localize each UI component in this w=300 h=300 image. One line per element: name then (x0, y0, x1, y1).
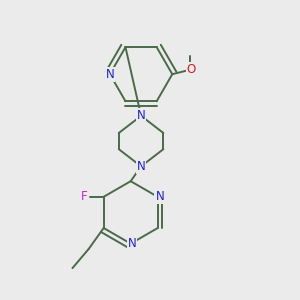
Text: N: N (155, 190, 164, 203)
Text: N: N (128, 237, 136, 250)
Text: O: O (187, 63, 196, 76)
Text: N: N (137, 109, 146, 122)
Text: F: F (81, 190, 88, 203)
Text: N: N (137, 160, 146, 173)
Text: N: N (106, 68, 114, 81)
